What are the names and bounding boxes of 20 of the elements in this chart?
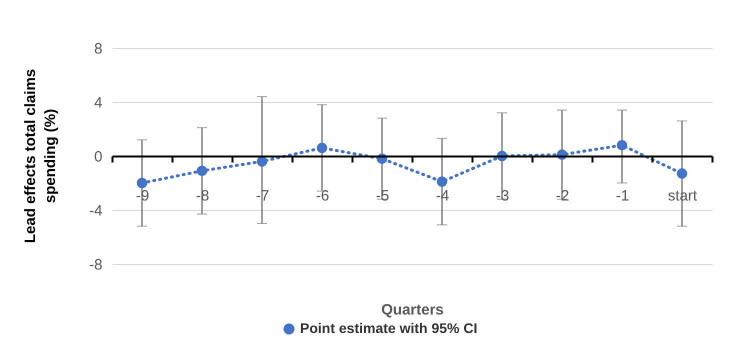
- point: [136, 178, 148, 188]
- x-axis-title: Quarters: [381, 302, 444, 318]
- point: [436, 176, 448, 187]
- point: [196, 166, 208, 176]
- y-tick-label: 0: [94, 148, 102, 166]
- x-tick-label: -1: [616, 188, 630, 204]
- y-tick-label: -8: [89, 256, 102, 274]
- point: [256, 156, 268, 167]
- y-tick-label: -4: [89, 202, 102, 220]
- x-tick-label: -2: [556, 188, 570, 204]
- legend-label: Point estimate with 95% CI: [300, 320, 478, 336]
- x-tick-label: -3: [496, 188, 510, 204]
- point: [616, 140, 628, 150]
- y-tick-label: 4: [94, 94, 102, 112]
- y-tick-label: 8: [94, 40, 102, 58]
- point: [316, 142, 328, 154]
- x-tick-label: -6: [316, 188, 330, 204]
- x-tick-label: -5: [376, 188, 390, 204]
- point: [676, 168, 688, 179]
- y-axis-title: Lead effects total claims spending (%): [22, 68, 59, 244]
